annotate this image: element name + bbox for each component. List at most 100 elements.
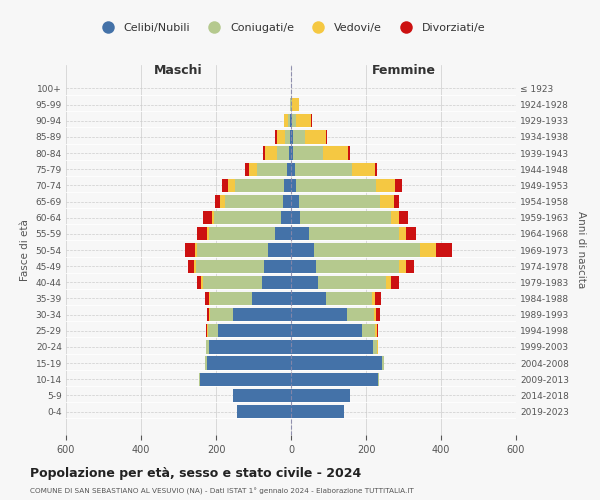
Bar bbox=[185, 244, 196, 256]
Bar bbox=[296, 114, 311, 128]
Bar bbox=[224, 195, 283, 208]
Bar bbox=[235, 179, 284, 192]
Bar bbox=[264, 260, 291, 273]
Bar bbox=[289, 146, 291, 160]
Bar bbox=[188, 260, 194, 273]
Text: Popolazione per età, sesso e stato civile - 2024: Popolazione per età, sesso e stato civil… bbox=[30, 468, 361, 480]
Bar bbox=[373, 308, 376, 321]
Bar bbox=[245, 162, 249, 176]
Bar bbox=[380, 195, 394, 208]
Bar bbox=[386, 276, 391, 289]
Bar bbox=[394, 195, 400, 208]
Bar bbox=[371, 292, 376, 305]
Bar bbox=[205, 356, 206, 370]
Bar bbox=[281, 211, 291, 224]
Bar bbox=[251, 292, 291, 305]
Bar bbox=[352, 162, 375, 176]
Bar bbox=[277, 130, 285, 143]
Bar bbox=[406, 260, 414, 273]
Bar bbox=[202, 276, 203, 289]
Bar bbox=[295, 162, 352, 176]
Bar bbox=[406, 227, 416, 240]
Bar bbox=[268, 244, 291, 256]
Bar bbox=[326, 292, 371, 305]
Bar bbox=[285, 130, 290, 143]
Bar bbox=[257, 162, 287, 176]
Bar bbox=[209, 292, 251, 305]
Bar bbox=[197, 244, 268, 256]
Bar bbox=[221, 179, 229, 192]
Bar bbox=[318, 276, 386, 289]
Bar bbox=[293, 130, 305, 143]
Bar bbox=[209, 340, 291, 353]
Bar bbox=[291, 324, 361, 338]
Bar bbox=[291, 130, 293, 143]
Bar bbox=[293, 146, 323, 160]
Bar bbox=[420, 244, 436, 256]
Bar bbox=[400, 211, 407, 224]
Bar bbox=[314, 244, 420, 256]
Bar bbox=[236, 405, 291, 418]
Bar bbox=[262, 276, 291, 289]
Bar bbox=[291, 389, 350, 402]
Bar bbox=[284, 114, 289, 128]
Bar bbox=[291, 292, 326, 305]
Text: Maschi: Maschi bbox=[154, 64, 203, 77]
Bar bbox=[291, 276, 318, 289]
Bar bbox=[378, 372, 379, 386]
Bar bbox=[212, 211, 214, 224]
Bar bbox=[291, 244, 314, 256]
Bar bbox=[290, 130, 291, 143]
Bar bbox=[206, 308, 209, 321]
Bar bbox=[376, 308, 380, 321]
Bar bbox=[296, 179, 376, 192]
Bar bbox=[400, 227, 406, 240]
Bar bbox=[229, 179, 235, 192]
Bar bbox=[233, 308, 291, 321]
Bar bbox=[292, 98, 299, 111]
Bar bbox=[391, 211, 400, 224]
Bar bbox=[277, 146, 289, 160]
Bar bbox=[326, 130, 328, 143]
Bar bbox=[209, 308, 233, 321]
Bar bbox=[308, 227, 400, 240]
Bar bbox=[291, 227, 308, 240]
Bar bbox=[291, 114, 292, 128]
Bar bbox=[207, 324, 208, 338]
Bar bbox=[347, 146, 349, 160]
Bar bbox=[205, 292, 209, 305]
Bar bbox=[377, 324, 379, 338]
Bar bbox=[382, 356, 383, 370]
Bar bbox=[220, 195, 224, 208]
Bar bbox=[291, 211, 301, 224]
Bar bbox=[376, 324, 377, 338]
Bar bbox=[400, 260, 406, 273]
Bar bbox=[305, 130, 326, 143]
Text: COMUNE DI SAN SEBASTIANO AL VESUVIO (NA) - Dati ISTAT 1° gennaio 2024 - Elaboraz: COMUNE DI SAN SEBASTIANO AL VESUVIO (NA)… bbox=[30, 488, 414, 494]
Bar bbox=[376, 292, 380, 305]
Bar bbox=[323, 146, 347, 160]
Bar bbox=[299, 195, 380, 208]
Bar bbox=[284, 179, 291, 192]
Bar bbox=[436, 244, 452, 256]
Bar bbox=[291, 340, 373, 353]
Bar bbox=[249, 162, 257, 176]
Bar bbox=[291, 372, 378, 386]
Bar bbox=[283, 195, 291, 208]
Bar bbox=[196, 260, 264, 273]
Bar bbox=[361, 324, 376, 338]
Bar bbox=[214, 211, 281, 224]
Bar bbox=[203, 211, 212, 224]
Bar bbox=[275, 227, 291, 240]
Bar bbox=[375, 162, 377, 176]
Bar bbox=[376, 179, 395, 192]
Bar bbox=[209, 227, 275, 240]
Bar bbox=[275, 130, 277, 143]
Bar bbox=[208, 324, 218, 338]
Bar bbox=[347, 308, 373, 321]
Bar bbox=[316, 260, 400, 273]
Bar bbox=[263, 146, 265, 160]
Bar bbox=[218, 324, 291, 338]
Bar bbox=[373, 340, 377, 353]
Bar bbox=[197, 276, 202, 289]
